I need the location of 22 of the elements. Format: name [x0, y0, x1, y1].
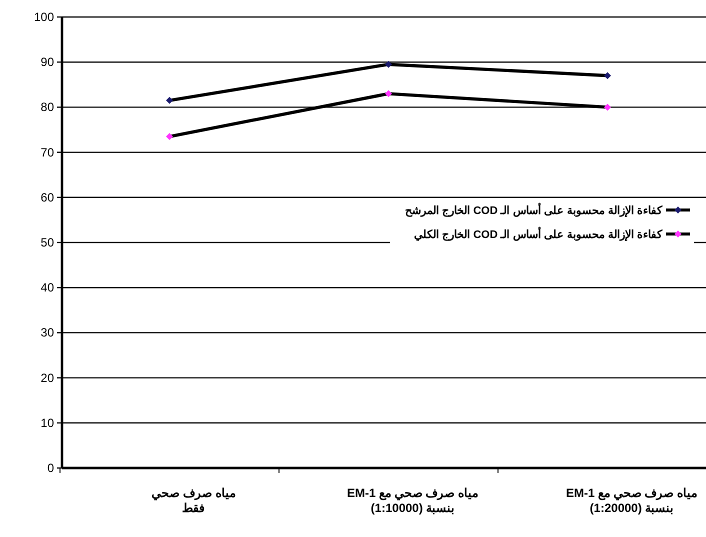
point [604, 72, 611, 80]
y-tick-label: 80 [40, 100, 54, 114]
y-tick-label: 30 [40, 326, 54, 340]
y-tick-label: 10 [40, 416, 54, 430]
y-tick-label: 50 [40, 236, 54, 250]
y-tick-label: 70 [40, 145, 54, 160]
point [166, 133, 173, 140]
y-tick-label: 60 [40, 190, 54, 204]
x-tick-label: مياه صرف صحي فقط [150, 486, 236, 516]
legend-label: كفاءة الإزالة محسوبة على أساس الـ COD الخارج المرشح [405, 203, 663, 218]
y-tick-label: 100 [34, 10, 54, 24]
y-tick-label: 20 [40, 370, 54, 385]
point [604, 104, 611, 111]
point [166, 96, 173, 104]
point [385, 90, 392, 98]
point [385, 60, 392, 68]
y-tick-label: 0 [47, 461, 54, 475]
x-tick-label: مياه صرف صحي مع EM-1 بنسبة (1:10000) [346, 486, 479, 516]
y-tick-label: 90 [40, 55, 54, 70]
legend-label: كفاءة الإزالة محسوبة على أساس الـ COD الخارج الكلي [414, 227, 663, 242]
x-tick-label: مياه صرف صحي مع EM-1 بنسبة (1:20000) [564, 486, 698, 516]
y-tick-label: 40 [40, 280, 54, 295]
